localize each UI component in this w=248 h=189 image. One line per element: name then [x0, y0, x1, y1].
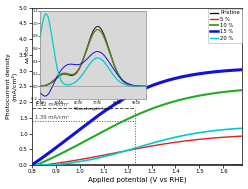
Legend: Pristine, 5 %, 10 %, 15 %, 20 %: Pristine, 5 %, 10 %, 15 %, 20 %: [208, 9, 242, 43]
Text: 1.82 mA/cm²: 1.82 mA/cm²: [35, 101, 70, 106]
Y-axis label: Photocurrent density
(mA/cm²): Photocurrent density (mA/cm²): [5, 53, 18, 119]
Text: 1.39 mA/cm²: 1.39 mA/cm²: [35, 115, 70, 120]
X-axis label: Applied potential (V vs RHE): Applied potential (V vs RHE): [88, 177, 186, 184]
